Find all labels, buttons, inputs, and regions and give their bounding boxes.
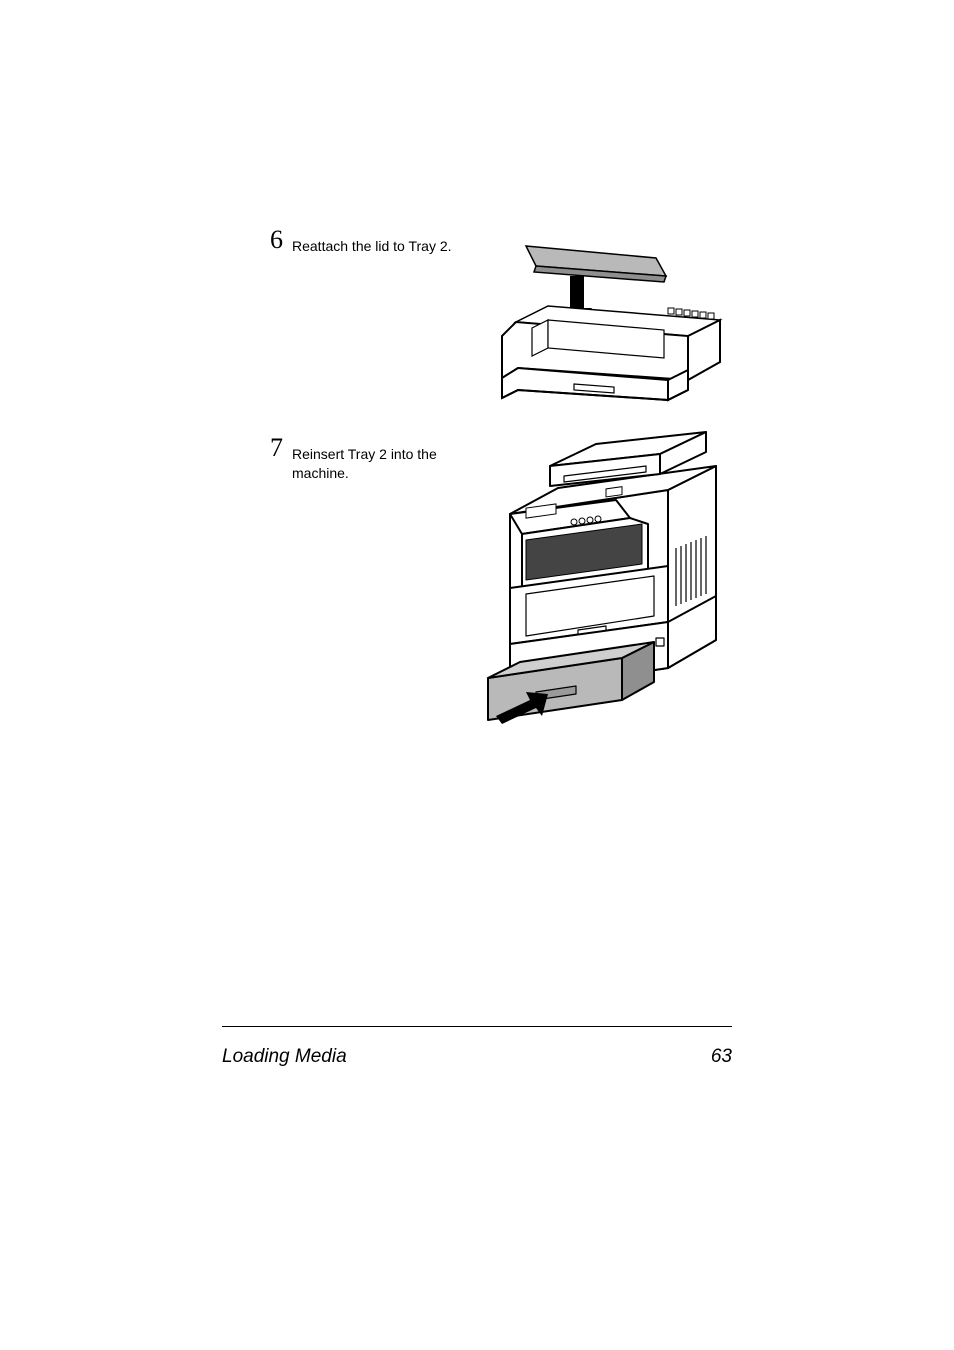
figure-reinsert-tray bbox=[470, 430, 734, 738]
footer-page-number: 63 bbox=[711, 1046, 732, 1068]
step-6-number: 6 bbox=[270, 227, 283, 253]
step-7-number: 7 bbox=[270, 435, 283, 461]
footer-section-title: Loading Media bbox=[222, 1046, 347, 1068]
step-7-text: Reinsert Tray 2 into the machine. bbox=[292, 445, 457, 483]
footer-rule bbox=[222, 1026, 732, 1027]
step-6-text: Reattach the lid to Tray 2. bbox=[292, 237, 472, 256]
figure-reattach-lid bbox=[478, 230, 732, 430]
